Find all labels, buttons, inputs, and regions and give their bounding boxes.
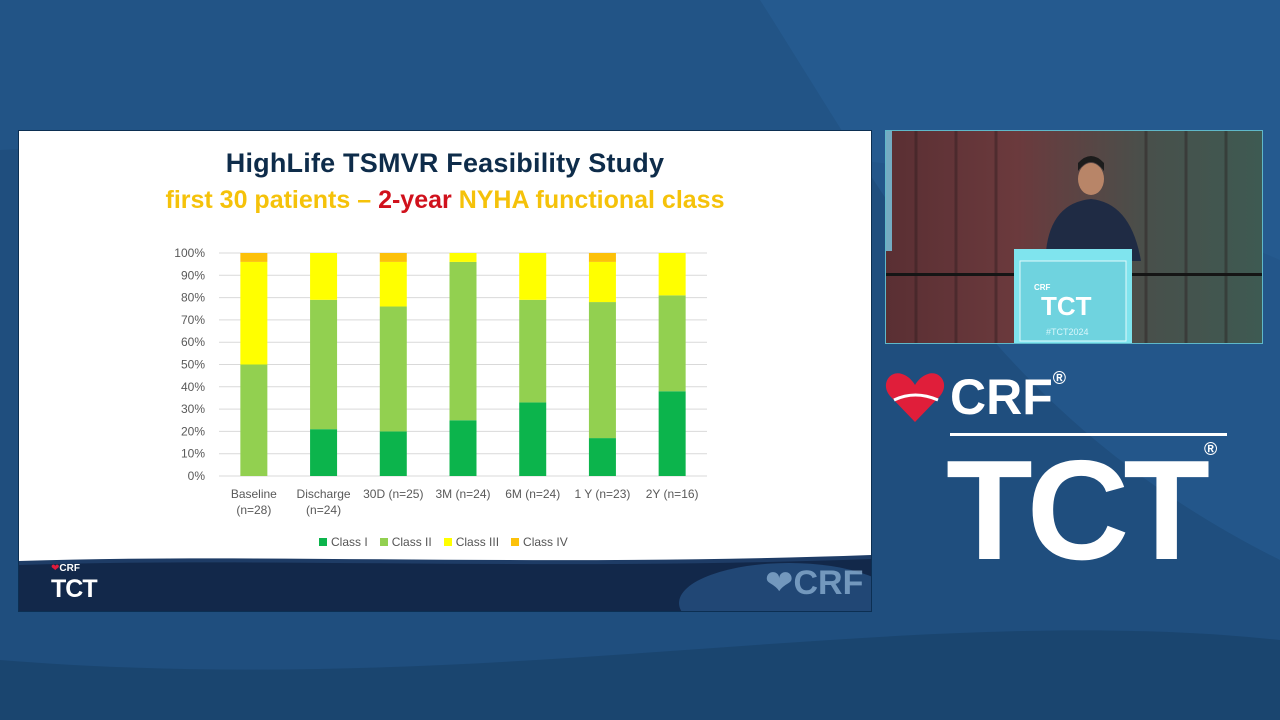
bar-segment [588, 261, 616, 303]
slide-title: HighLife TSMVR Feasibility Study [225, 148, 665, 178]
y-tick-label: 80% [181, 291, 205, 305]
bar-segment [240, 364, 268, 476]
bar-segment [449, 253, 477, 262]
x-tick-label: (n=28) [236, 503, 271, 517]
legend-label: Class I [331, 535, 368, 549]
bar-segment [658, 391, 686, 476]
bar-segment [449, 261, 477, 421]
legend-item: Class IV [511, 535, 568, 549]
y-tick-label: 0% [188, 469, 206, 483]
speaker-video-feed: CRF TCT #TCT2024 [885, 130, 1263, 344]
subtitle-part2: NYHA functional class [451, 186, 725, 214]
bar-segment [310, 299, 338, 430]
bar-segment [658, 253, 686, 296]
x-tick-label: (n=24) [306, 503, 341, 517]
bar-segment [658, 295, 686, 392]
footer-crf-logo: ❤CRF [51, 563, 80, 574]
y-tick-label: 90% [181, 268, 205, 282]
footer-tct-logo: TCT [51, 575, 98, 603]
bar-segment [240, 261, 268, 365]
x-tick-label: 1 Y (n=23) [574, 487, 630, 501]
presentation-slide: HighLife TSMVR Feasibility Study first 3… [18, 130, 872, 612]
podium-crf-logo: CRF [1034, 283, 1051, 292]
bar-segment [519, 299, 547, 403]
slide-subtitle: first 30 patients – 2-year NYHA function… [19, 186, 871, 215]
legend-swatch [511, 538, 520, 546]
legend-label: Class IV [523, 535, 568, 549]
podium-hashtag: #TCT2024 [1046, 327, 1089, 337]
bar-segment [379, 431, 407, 476]
x-tick-label: 3M (n=24) [435, 487, 490, 501]
footer-crf-watermark: ❤CRF [765, 564, 864, 602]
x-tick-label: Baseline [231, 487, 277, 501]
legend-item: Class III [443, 535, 500, 549]
legend-swatch [379, 538, 388, 546]
legend-label: Class III [455, 535, 500, 549]
chart-legend: Class I Class II Class III Class IV [319, 535, 568, 549]
speaker-scene [886, 131, 1262, 343]
crf-logo-text: CRF® [950, 368, 1067, 425]
y-tick-label: 70% [181, 313, 205, 327]
bar-segment [310, 253, 338, 300]
x-tick-label: 6M (n=24) [505, 487, 560, 501]
tct-logo-text: TCT® [946, 431, 1218, 590]
y-tick-label: 30% [181, 402, 205, 416]
y-tick-label: 100% [174, 246, 205, 260]
y-tick-label: 50% [181, 358, 205, 372]
bar-segment [379, 306, 407, 432]
y-tick-label: 40% [181, 380, 205, 394]
bar-segment [519, 253, 547, 300]
legend-swatch [319, 538, 327, 546]
legend-item: Class II [379, 535, 432, 549]
bar-segment [588, 253, 616, 262]
bar-segment [588, 302, 616, 439]
footer-heart-watermark-icon: ❤ [765, 564, 794, 602]
bar-segment [379, 261, 407, 307]
logo-divider [950, 433, 1227, 436]
y-tick-label: 60% [181, 335, 205, 349]
crf-heart-icon [885, 373, 945, 422]
legend-item: Class I [319, 535, 368, 549]
footer-heart-icon: ❤ [51, 563, 60, 574]
bar-segment [310, 429, 338, 476]
nyha-stacked-bar-chart: 0% 10% 20% 30% 40% 50% 60% 70% 80% 90% 100% Baselin… [174, 246, 707, 517]
subtitle-highlight: 2-year [378, 186, 452, 214]
subtitle-part1: first 30 patients – [165, 186, 379, 214]
bar-segment [519, 402, 547, 476]
slide-footer-band [19, 547, 871, 611]
bar-segment [379, 253, 407, 262]
legend-swatch [443, 538, 452, 546]
y-tick-label: 10% [181, 447, 205, 461]
legend-label: Class II [391, 535, 432, 549]
bar-segment [449, 420, 477, 476]
podium-tct-logo: TCT [1041, 291, 1092, 321]
x-tick-label: Discharge [297, 487, 351, 501]
x-tick-label: 30D (n=25) [363, 487, 423, 501]
y-tick-label: 20% [181, 424, 205, 438]
bar-segment [588, 438, 616, 476]
x-tick-label: 2Y (n=16) [646, 487, 699, 501]
bar-segment [240, 253, 268, 262]
